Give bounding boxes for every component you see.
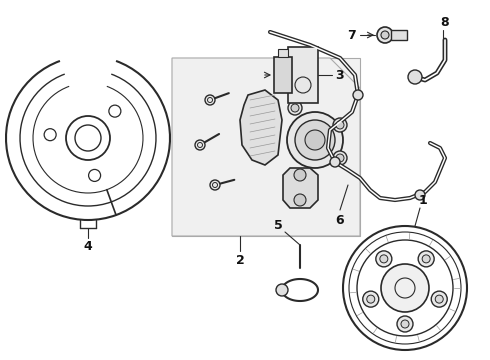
Circle shape — [295, 120, 335, 160]
Circle shape — [431, 291, 447, 307]
Circle shape — [435, 295, 443, 303]
Circle shape — [333, 151, 347, 165]
Polygon shape — [172, 58, 360, 236]
Circle shape — [305, 130, 325, 150]
Circle shape — [376, 251, 392, 267]
Circle shape — [381, 264, 429, 312]
Text: 2: 2 — [236, 253, 245, 266]
Circle shape — [401, 320, 409, 328]
Text: 3: 3 — [336, 68, 344, 81]
Circle shape — [294, 169, 306, 181]
Circle shape — [367, 295, 375, 303]
Circle shape — [380, 255, 388, 263]
Circle shape — [377, 27, 393, 43]
Circle shape — [276, 284, 288, 296]
Circle shape — [336, 121, 344, 129]
Bar — [288, 47, 318, 103]
Circle shape — [294, 194, 306, 206]
Circle shape — [195, 140, 205, 150]
Text: 4: 4 — [84, 239, 93, 252]
Circle shape — [397, 316, 413, 332]
Circle shape — [210, 180, 220, 190]
Circle shape — [205, 95, 215, 105]
Circle shape — [288, 101, 302, 115]
Circle shape — [422, 255, 430, 263]
Polygon shape — [240, 90, 282, 165]
Circle shape — [353, 90, 363, 100]
Text: 1: 1 — [418, 194, 427, 207]
Circle shape — [408, 70, 422, 84]
Circle shape — [381, 31, 389, 39]
Bar — [274, 57, 292, 93]
Bar — [391, 30, 407, 40]
Circle shape — [291, 104, 299, 112]
Circle shape — [418, 251, 434, 267]
Circle shape — [415, 190, 425, 200]
Text: 7: 7 — [347, 28, 356, 41]
Polygon shape — [283, 168, 318, 208]
Text: 6: 6 — [336, 213, 344, 226]
Bar — [172, 58, 360, 236]
Circle shape — [336, 154, 344, 162]
Circle shape — [333, 118, 347, 132]
Circle shape — [363, 291, 379, 307]
Text: 8: 8 — [441, 15, 449, 28]
Circle shape — [287, 112, 343, 168]
Circle shape — [330, 157, 340, 167]
Bar — [278, 49, 288, 57]
Text: 5: 5 — [273, 219, 282, 231]
